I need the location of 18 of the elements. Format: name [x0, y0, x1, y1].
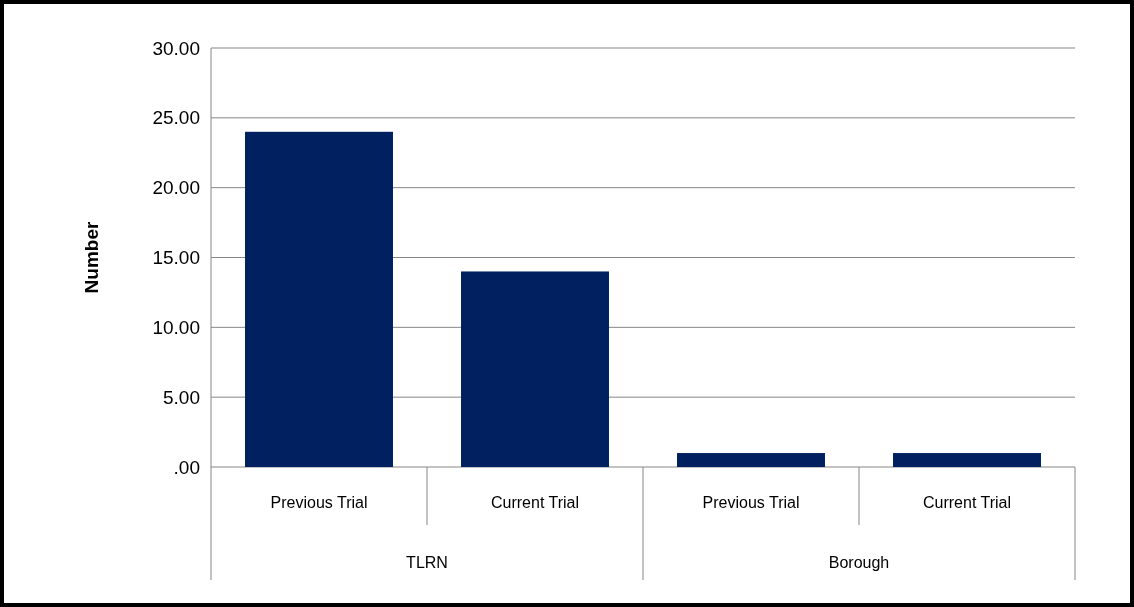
x-tick-label: Current Trial	[490, 494, 580, 512]
y-tick-label: .00	[173, 456, 200, 478]
y-tick-label: 20.00	[152, 177, 200, 199]
y-tick-label: 30.00	[152, 37, 200, 59]
y-tick-label: 15.00	[152, 247, 200, 269]
bar	[893, 453, 1041, 467]
x-tick-label: Previous Trial	[270, 494, 368, 512]
y-tick-label: 10.00	[152, 316, 200, 338]
x-tick-label: Previous Trial	[702, 494, 800, 512]
text: Borough	[828, 554, 890, 571]
bar	[461, 271, 609, 467]
y-tick-label: 25.00	[152, 107, 200, 129]
x-tick-label: Current Trial	[922, 494, 1012, 512]
y-tick-label: 5.00	[163, 386, 200, 408]
text: TLRN	[406, 554, 448, 571]
y-axis-title: Number	[81, 221, 102, 294]
bar	[677, 453, 825, 467]
bar	[245, 131, 393, 467]
